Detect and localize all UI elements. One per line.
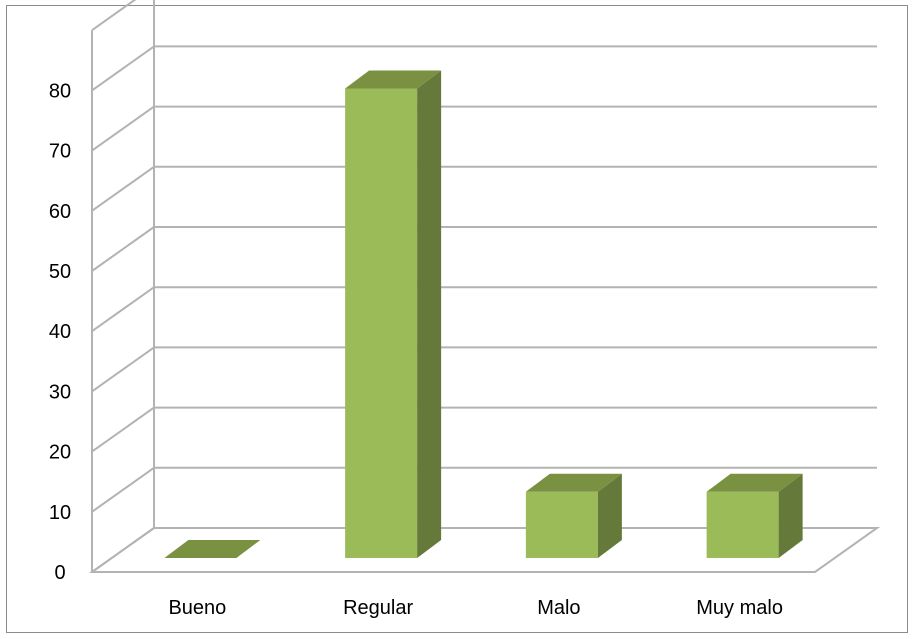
bar-side xyxy=(778,473,803,558)
y-tick-label-50: 50 xyxy=(49,261,71,283)
gridline-90 xyxy=(91,0,137,32)
gridline-80-side xyxy=(91,45,155,92)
bar-bueno xyxy=(164,540,261,558)
bar-front xyxy=(345,88,418,558)
x-axis-categories: Bueno Regular Malo Muy malo xyxy=(168,597,783,619)
bar-top xyxy=(706,473,803,492)
gridline-10-side xyxy=(91,466,155,513)
y-tick-label-80: 80 xyxy=(49,80,71,102)
floor-outline xyxy=(88,527,881,573)
y-tick-label-0: 0 xyxy=(54,562,65,584)
gridline-90-side xyxy=(91,0,137,32)
gridline-50 xyxy=(91,226,877,272)
y-axis-ticks: 0 10 20 30 40 50 60 70 80 xyxy=(49,80,71,584)
gridline-60 xyxy=(91,165,877,212)
gridline-80 xyxy=(91,45,877,92)
bar-top xyxy=(525,473,622,492)
gridline-10 xyxy=(91,466,877,513)
bars xyxy=(164,70,803,558)
chart-floor xyxy=(88,527,881,573)
gridlines xyxy=(91,0,877,573)
gridline-70-side xyxy=(91,105,155,152)
bar-side xyxy=(417,70,442,558)
y-tick-label-30: 30 xyxy=(49,381,71,403)
gridline-40 xyxy=(91,286,877,333)
bar-side xyxy=(597,473,622,558)
bar-malo xyxy=(525,473,622,558)
y-tick-label-40: 40 xyxy=(49,321,71,343)
x-category-label: Bueno xyxy=(168,597,226,619)
gridline-20-side xyxy=(91,406,155,453)
x-category-label: Regular xyxy=(343,597,413,619)
y-tick-label-60: 60 xyxy=(49,201,71,223)
bar-front xyxy=(706,491,779,558)
bar-top xyxy=(345,70,442,89)
gridline-50-side xyxy=(91,226,155,272)
gridline-20 xyxy=(91,406,877,453)
gridline-40-side xyxy=(91,286,155,333)
gridline-70 xyxy=(91,105,877,152)
bar-regular xyxy=(345,70,442,558)
x-category-label: Muy malo xyxy=(696,597,783,619)
gridline-30-side xyxy=(91,346,155,393)
x-category-label: Malo xyxy=(537,597,580,619)
gridline-30 xyxy=(91,346,877,393)
y-tick-label-20: 20 xyxy=(49,442,71,464)
gridline-60-side xyxy=(91,165,155,212)
bar-front xyxy=(525,491,598,558)
bar-muy-malo xyxy=(706,473,803,558)
y-tick-label-70: 70 xyxy=(49,141,71,163)
y-tick-label-10: 10 xyxy=(49,502,71,524)
bar-top xyxy=(164,540,261,558)
